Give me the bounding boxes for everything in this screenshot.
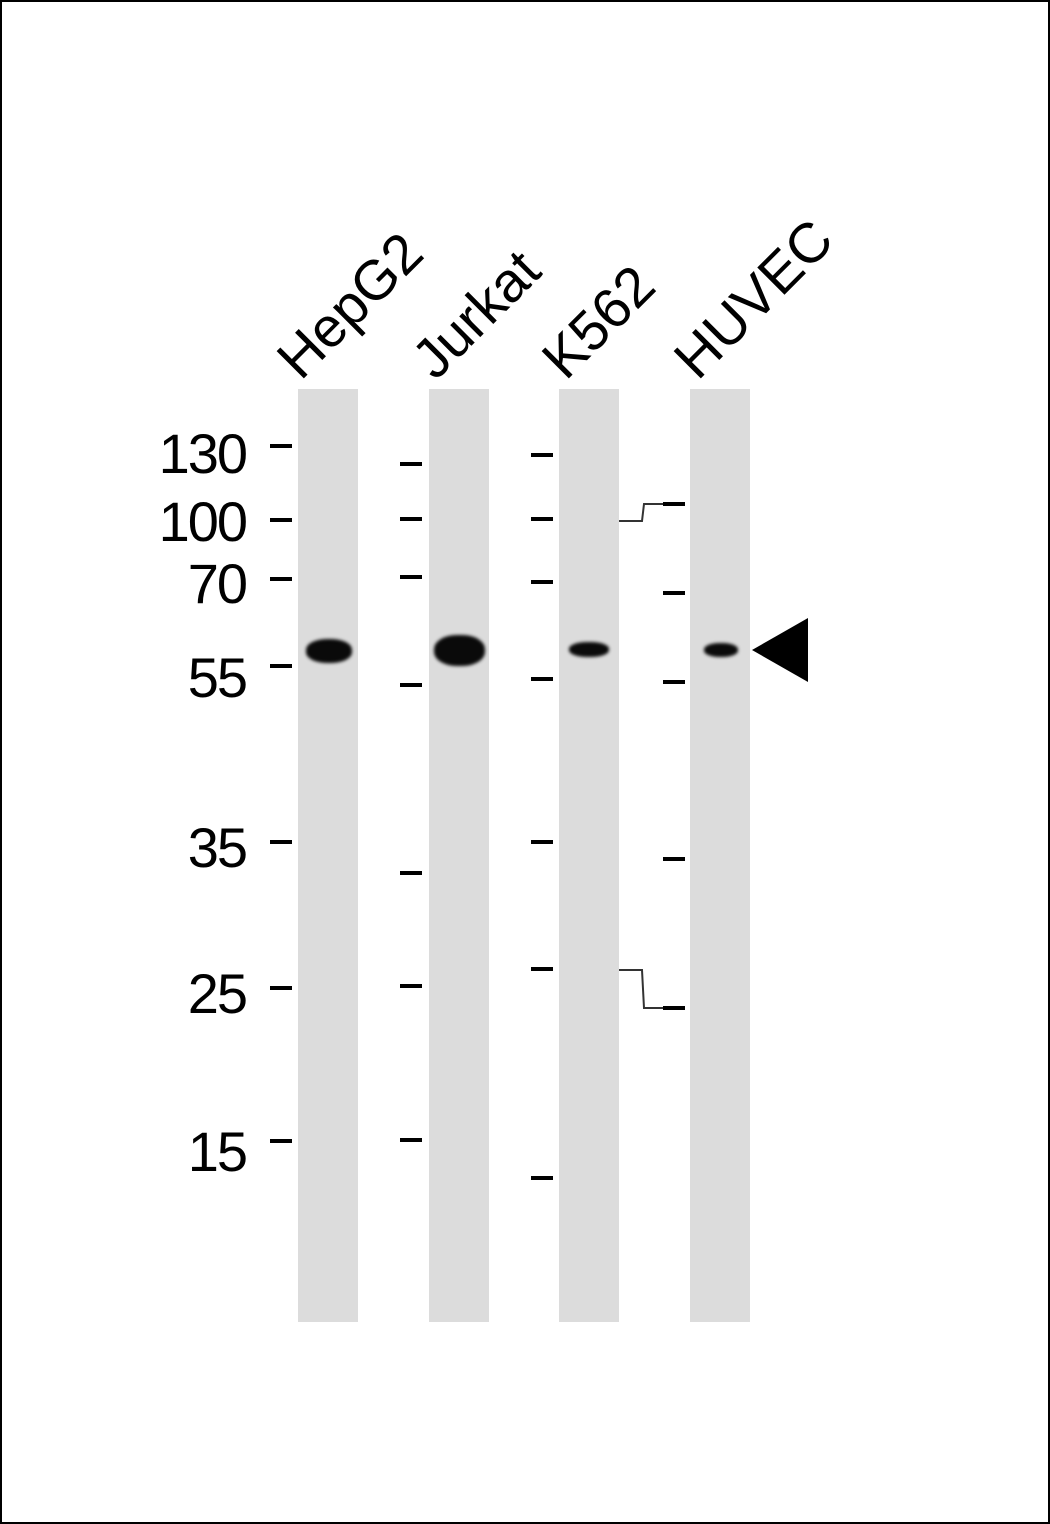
marker-label-35: 35	[187, 816, 248, 879]
marker-tick	[663, 591, 685, 595]
band	[569, 642, 609, 657]
marker-tick	[663, 1006, 685, 1010]
marker-tick	[270, 986, 292, 990]
marker-tick	[531, 677, 553, 681]
marker-tick	[400, 984, 422, 988]
marker-tick	[531, 967, 553, 971]
lane-hepg2	[298, 389, 358, 1322]
marker-tick	[400, 462, 422, 466]
marker-label-25: 25	[187, 962, 248, 1025]
marker-tick	[270, 444, 292, 448]
marker-label-15: 15	[187, 1120, 248, 1183]
band	[306, 639, 352, 663]
marker-label-130: 130	[158, 422, 248, 485]
marker-tick	[663, 680, 685, 684]
marker-tick	[531, 1176, 553, 1180]
arrow-icon	[752, 618, 808, 682]
marker-tick	[663, 857, 685, 861]
marker-tick	[531, 840, 553, 844]
lane-jurkat	[429, 389, 489, 1322]
marker-tick	[400, 871, 422, 875]
band	[434, 635, 485, 666]
marker-label-70: 70	[187, 552, 248, 615]
marker-tick	[400, 575, 422, 579]
marker-tick	[270, 577, 292, 581]
marker-tick	[663, 502, 685, 506]
marker-connector-line	[619, 503, 663, 522]
marker-tick	[531, 453, 553, 457]
marker-tick	[270, 664, 292, 668]
marker-connector-line	[619, 969, 663, 1009]
marker-label-100: 100	[158, 490, 248, 553]
marker-tick	[400, 683, 422, 687]
marker-label-55: 55	[187, 646, 248, 709]
marker-tick	[400, 1138, 422, 1142]
marker-tick	[270, 518, 292, 522]
marker-tick	[400, 517, 422, 521]
marker-tick	[270, 840, 292, 844]
lane-huvec	[690, 389, 750, 1322]
lane-k562	[559, 389, 619, 1322]
marker-tick	[531, 580, 553, 584]
marker-tick	[531, 517, 553, 521]
band	[704, 643, 738, 657]
marker-tick	[270, 1139, 292, 1143]
